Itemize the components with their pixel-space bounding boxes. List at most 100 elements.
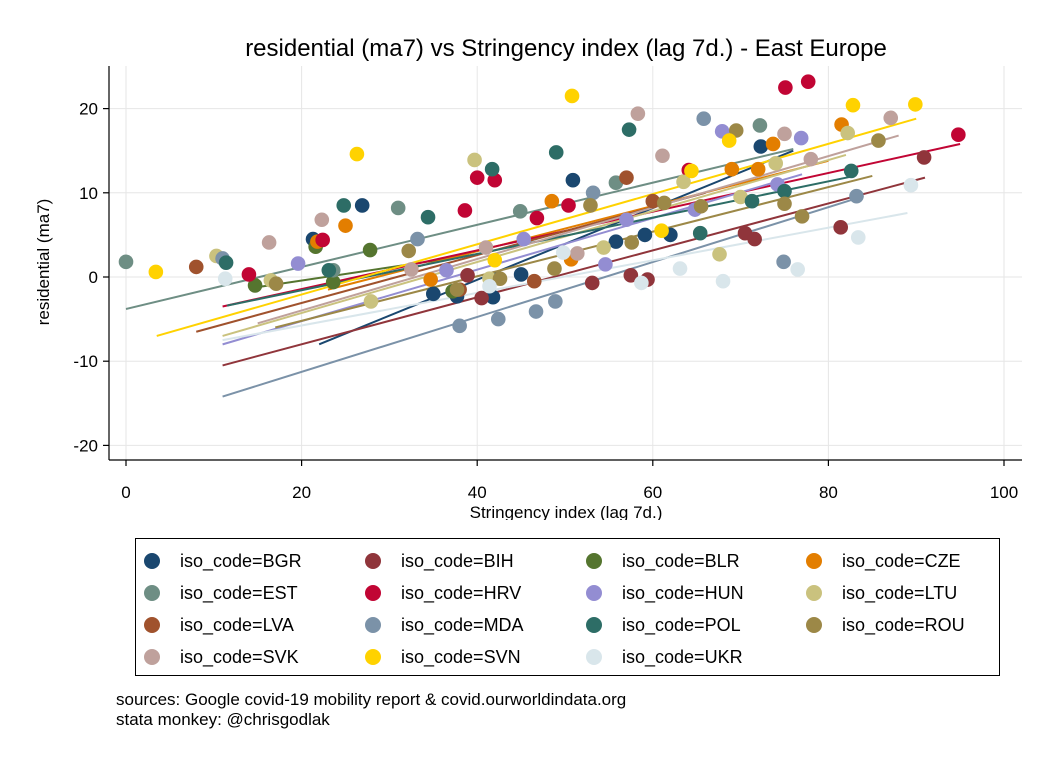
data-point [484,161,500,177]
data-point [585,185,601,201]
data-point [621,122,637,137]
data-point [721,133,737,148]
y-tick-label: -10 [73,352,98,371]
data-point [654,223,669,238]
legend-label: iso_code=LVA [180,614,294,635]
data-points [118,74,966,334]
data-point [777,126,792,142]
legend-label: iso_code=BLR [622,550,740,571]
fit-line [222,195,864,398]
source-note: sources: Google covid-19 mobility report… [116,690,627,709]
data-point [314,212,330,228]
chart-legend: iso_code=BGR iso_code=BIH iso_code=BLR iso_… [135,538,1000,676]
data-point [696,111,712,127]
data-point [637,227,653,243]
data-point [467,152,482,168]
legend-label: iso_code=LTU [842,582,958,603]
legend-marker [144,585,160,601]
data-point [778,80,793,95]
legend-marker [806,553,822,569]
data-point [544,193,560,209]
y-tick-label: -20 [73,436,98,455]
data-point [349,146,365,162]
data-point [268,276,284,292]
data-point [623,268,639,283]
data-point [362,242,378,258]
data-point [482,278,497,294]
legend-marker [144,553,160,569]
data-point [410,231,425,247]
data-point [908,97,923,112]
data-point [794,209,810,224]
data-point [715,273,731,289]
data-point [645,193,661,209]
legend-item: iso_code=MDA [365,614,524,636]
data-point [903,177,919,193]
legend-label: iso_code=SVK [180,646,299,667]
data-point [354,198,370,213]
data-point [849,188,864,204]
data-point [608,234,624,249]
data-point [768,156,784,171]
legend-label: iso_code=MDA [401,614,524,635]
data-point [420,209,436,225]
data-point [712,246,727,262]
legend-label: iso_code=BIH [401,550,514,571]
data-point [883,110,899,126]
data-point [325,274,341,290]
data-point [843,163,859,179]
data-point [478,240,494,255]
legend-marker [586,585,602,601]
data-point [474,290,489,306]
data-point [561,198,576,213]
data-point [752,118,768,133]
legend-marker [365,553,381,569]
data-point [528,304,544,319]
data-point [833,220,848,235]
fit-line [222,176,926,367]
data-point [516,231,532,247]
data-point [619,170,634,185]
data-point [750,161,766,177]
author-note: stata monkey: @chrisgodlak [116,710,330,729]
data-point [584,275,600,291]
data-point [624,235,640,250]
data-point [426,286,441,302]
data-point [513,267,529,282]
legend-marker [365,617,381,633]
data-point [776,254,791,270]
fit-line [222,212,908,342]
data-point [241,267,257,282]
fit-line [318,149,794,346]
data-point [512,204,528,219]
legend-label: iso_code=HUN [622,582,744,603]
fit-line [257,134,899,325]
legend-label: iso_code=POL [622,614,741,635]
scatter-chart: residential (ma7) vs Stringency index (l… [34,35,1022,520]
fit-lines [125,117,961,398]
data-point [598,257,613,272]
legend-label: iso_code=BGR [180,550,302,571]
data-point [487,252,503,268]
data-point [449,282,465,297]
data-point [871,133,886,148]
data-point [492,271,508,286]
legend-marker [365,585,381,601]
data-point [753,139,769,154]
legend-item: iso_code=BGR [144,550,302,572]
data-point [840,125,856,141]
data-point [401,243,417,259]
data-point [529,210,545,226]
legend-marker [586,553,602,569]
data-point [390,200,406,216]
data-point [655,148,670,164]
legend-marker [586,617,602,633]
legend-marker [144,617,160,633]
data-point [547,261,562,276]
legend-marker [365,649,381,665]
data-point [118,254,134,270]
data-point [951,127,966,143]
data-point [315,232,330,248]
legend-marker [806,585,822,601]
x-tick-label: 40 [468,483,487,502]
